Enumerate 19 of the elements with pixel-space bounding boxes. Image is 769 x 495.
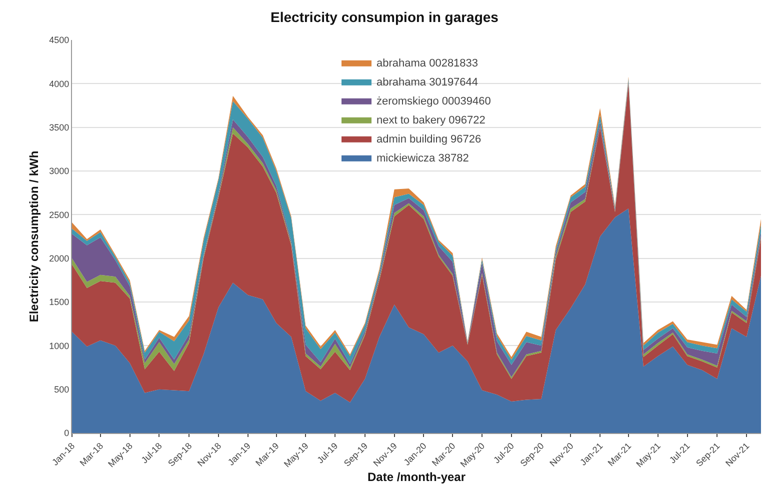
y-tick-label: 2000: [49, 253, 70, 264]
y-tick-label: 3000: [49, 166, 70, 176]
chart-title: Electricity consumpion in garages: [270, 9, 499, 26]
y-tick-label: 2500: [49, 210, 70, 220]
y-tick-label: 1500: [49, 297, 70, 308]
y-tick-label: 500: [54, 384, 70, 394]
legend-label: abrahama 00281833: [376, 58, 478, 70]
legend-label: mickiewicza 38782: [376, 152, 469, 165]
legend-label: abrahama 30197644: [376, 76, 478, 89]
y-tick-label: 4500: [49, 35, 70, 46]
legend-label: żeromskiego 00039460: [376, 96, 491, 108]
y-tick-label: 1000: [49, 340, 70, 351]
y-tick-label: 0: [64, 428, 70, 438]
legend-label: admin building 96726: [376, 134, 482, 146]
x-axis-title: Date /month-year: [367, 470, 466, 484]
legend-label: next to bakery 096722: [376, 114, 486, 127]
y-tick-label: 3500: [49, 122, 70, 132]
y-tick-label: 4000: [49, 78, 70, 89]
y-axis-title: Electricity consumption / kWh: [27, 150, 41, 322]
